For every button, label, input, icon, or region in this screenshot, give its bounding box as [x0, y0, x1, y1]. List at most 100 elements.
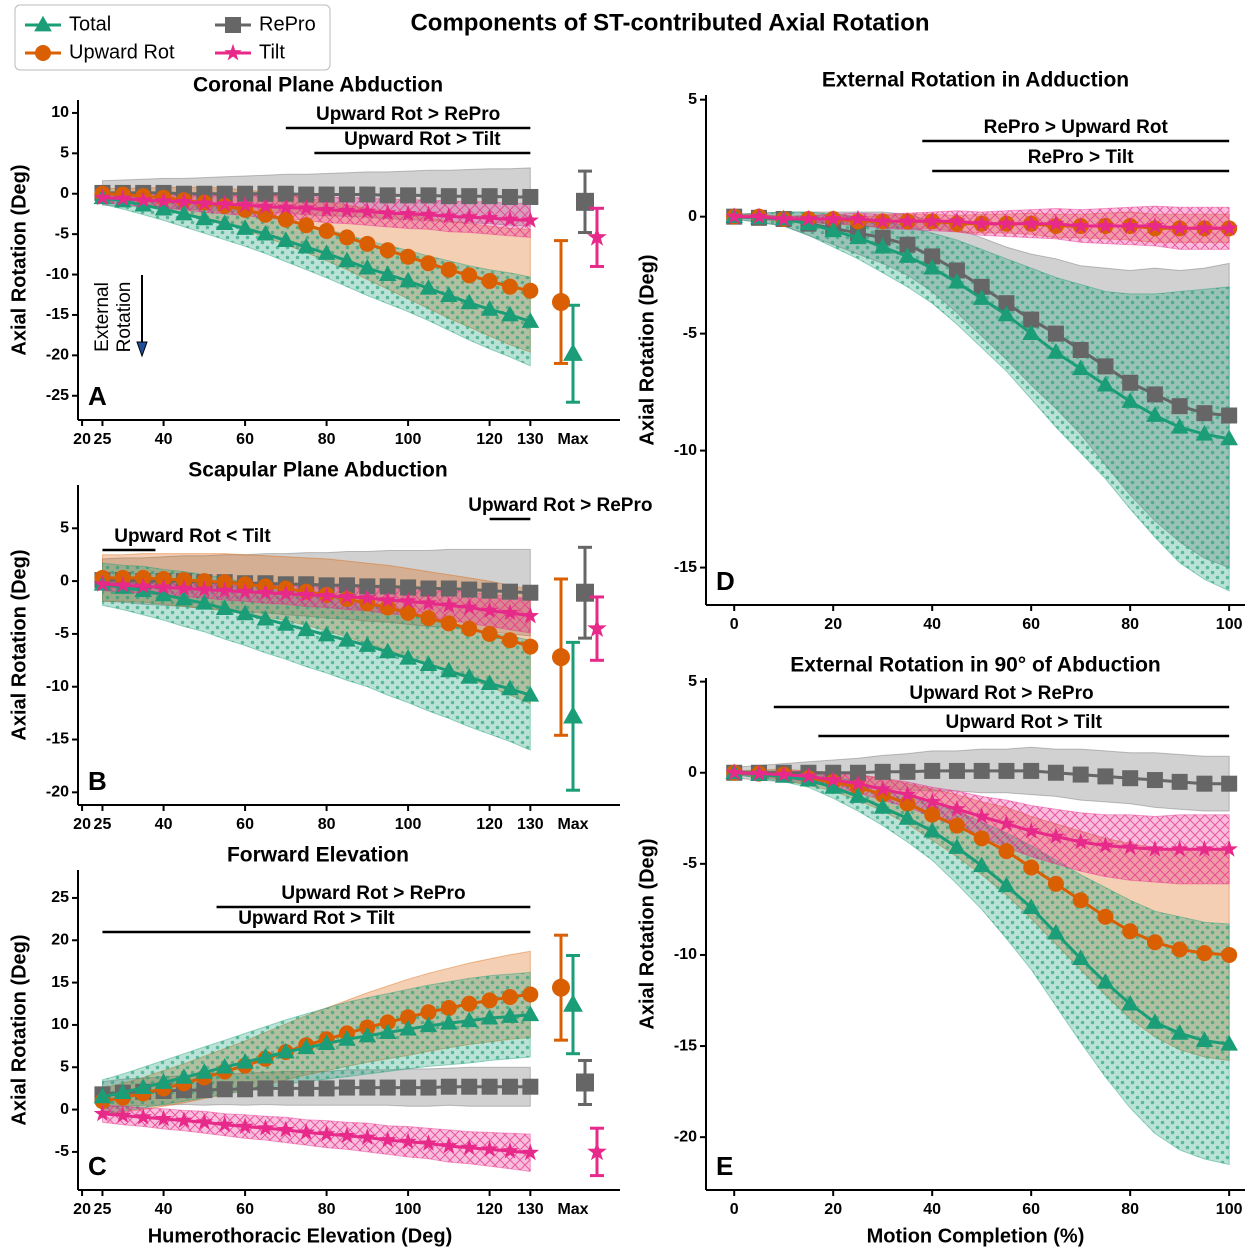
marker — [775, 209, 793, 227]
marker — [195, 209, 214, 226]
x-tick-label: 120 — [476, 431, 503, 448]
marker — [1122, 374, 1139, 391]
x-tick-label: 80 — [1121, 616, 1139, 633]
significance-label: Upward Rot > RePro — [281, 883, 465, 904]
marker — [1022, 821, 1040, 839]
band-hatch — [734, 770, 1230, 1165]
significance-label: Upward Rot < Tilt — [114, 526, 271, 547]
marker — [873, 779, 892, 797]
marker — [874, 229, 891, 246]
marker — [257, 185, 274, 202]
marker — [196, 1082, 213, 1099]
marker — [440, 999, 457, 1016]
marker — [521, 1005, 540, 1022]
marker — [948, 272, 966, 289]
marker — [725, 763, 743, 781]
marker — [1097, 908, 1114, 925]
marker — [298, 217, 315, 234]
marker — [134, 1078, 153, 1094]
x-tick-label: Max — [557, 816, 588, 833]
marker — [1022, 898, 1040, 914]
marker — [297, 585, 315, 603]
marker — [997, 305, 1016, 322]
x-tick-label: 40 — [923, 1201, 941, 1218]
marker — [501, 278, 518, 295]
marker — [317, 586, 336, 604]
panel-letter: A — [88, 381, 107, 411]
marker — [378, 642, 397, 659]
marker — [725, 207, 743, 225]
marker — [1097, 358, 1114, 375]
marker — [134, 577, 152, 594]
marker — [317, 625, 336, 642]
y-tick-label: -5 — [55, 225, 69, 242]
marker — [576, 192, 594, 211]
marker — [1220, 840, 1238, 857]
y-tick-label: 0 — [688, 208, 697, 225]
marker — [501, 632, 518, 649]
marker — [972, 214, 991, 232]
marker — [1022, 324, 1040, 341]
marker — [277, 231, 295, 248]
marker — [359, 186, 376, 203]
marker — [898, 785, 917, 803]
band-hatch — [734, 770, 1230, 884]
marker — [358, 588, 377, 606]
marker — [358, 1026, 377, 1043]
marker — [1146, 216, 1164, 234]
marker — [318, 222, 335, 239]
marker — [576, 583, 594, 602]
marker — [501, 188, 518, 205]
marker — [461, 188, 478, 205]
marker — [521, 606, 540, 624]
marker — [552, 978, 570, 997]
series-line — [102, 196, 531, 323]
y-tick-label: -25 — [46, 387, 69, 404]
legend-marker — [34, 15, 52, 32]
marker — [236, 604, 254, 621]
marker — [1072, 892, 1089, 909]
marker — [215, 599, 234, 615]
marker — [440, 661, 458, 678]
marker — [154, 585, 173, 602]
marker — [522, 1078, 539, 1095]
x-tick-label: 40 — [155, 1201, 173, 1218]
marker — [874, 763, 891, 780]
marker — [522, 282, 539, 299]
marker — [775, 765, 793, 782]
series-line — [102, 192, 531, 293]
panel-title: Coronal Plane Abduction — [193, 74, 443, 97]
series-line — [102, 196, 531, 222]
marker — [522, 986, 539, 1003]
marker — [997, 214, 1016, 232]
marker — [256, 224, 275, 241]
marker — [849, 228, 867, 245]
marker — [419, 1134, 438, 1151]
marker — [359, 1079, 376, 1096]
marker — [1146, 386, 1163, 403]
y-tick-label: -20 — [46, 347, 69, 364]
marker — [400, 1079, 417, 1096]
marker — [440, 615, 457, 632]
marker — [379, 1130, 397, 1148]
marker — [563, 343, 583, 361]
marker — [824, 778, 843, 794]
significance-label: Upward Rot > RePro — [316, 104, 500, 125]
legend-label: Total — [69, 13, 111, 35]
significance-label: Upward Rot > Tilt — [946, 712, 1103, 733]
marker — [338, 577, 355, 594]
marker — [175, 1111, 193, 1128]
y-tick-label: -10 — [46, 678, 69, 695]
marker — [481, 582, 498, 599]
marker — [948, 838, 966, 854]
legend-marker — [225, 17, 241, 33]
marker — [1096, 216, 1115, 234]
marker — [998, 762, 1015, 779]
marker — [175, 192, 193, 210]
marker — [799, 767, 818, 784]
marker — [318, 1080, 335, 1097]
marker — [481, 273, 498, 290]
series-line — [102, 578, 531, 595]
marker — [587, 1141, 607, 1161]
